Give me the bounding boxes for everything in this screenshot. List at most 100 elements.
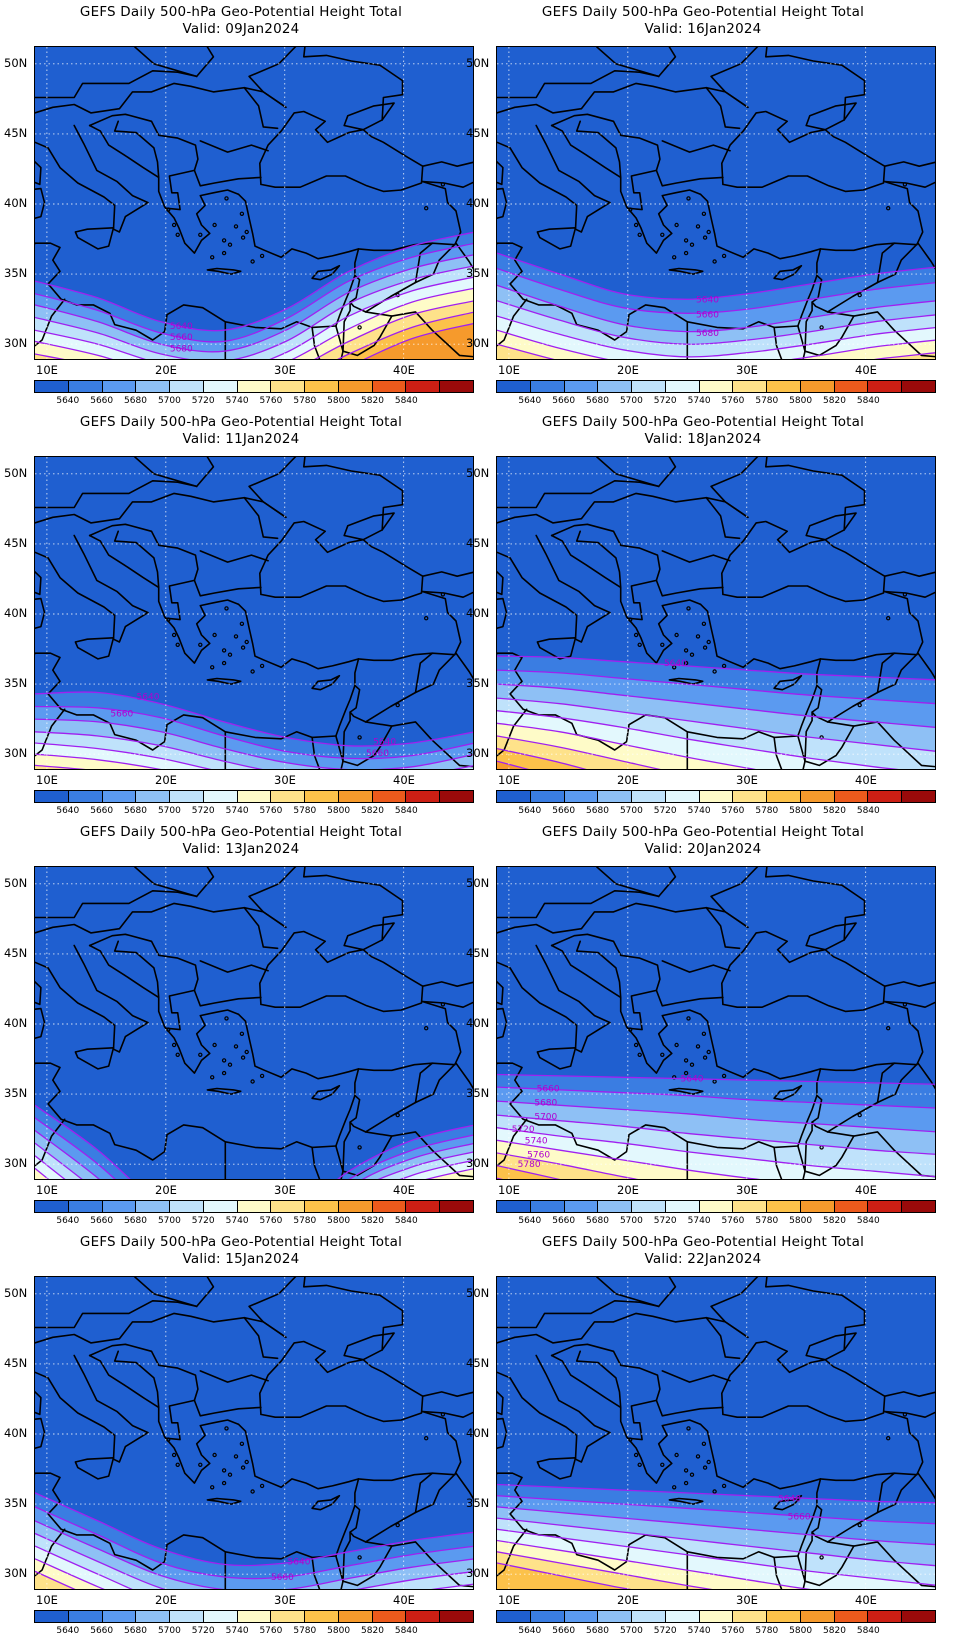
colorbar-swatch [102,1611,137,1622]
lon-tick-label: 40E [855,1183,877,1197]
colorbar-label: 5800 [327,806,351,816]
colorbar-swatch [868,381,903,392]
colorbar-swatch [338,381,373,392]
contour-line-5640 [35,1492,473,1567]
colorbar-label: 5720 [191,1216,215,1226]
colorbar-swatch [530,1611,565,1622]
valid-date: Valid: 11Jan2024 [182,431,300,447]
colorbar [34,790,474,803]
colorbar-label: 5800 [789,806,813,816]
colorbar-label: 5760 [721,806,745,816]
lon-tick-label: 10E [36,773,58,787]
colorbar-label: 5800 [789,1216,813,1226]
height-band-5740 [35,754,158,769]
colorbar-label: 5820 [361,806,384,816]
colorbar-swatch [902,1201,935,1212]
lat-tick-label: 30N [4,1566,28,1580]
colorbar-swatch [733,791,768,802]
contour-line-5660 [35,1506,473,1580]
colorbar-swatch [902,791,935,802]
colorbar-label: 5760 [259,806,283,816]
colorbar-swatch [632,791,666,802]
colorbar-label: 5660 [552,1216,576,1226]
colorbar-label: 5640 [56,396,80,406]
colorbar [34,380,474,393]
colorbar-swatch [530,791,565,802]
contour-label: 5640 [778,1495,801,1505]
colorbar-swatch [632,381,666,392]
lat-tick-label: 45N [466,126,490,140]
colorbar-label: 5680 [586,396,609,406]
lon-tick-label: 10E [498,773,520,787]
contour-line-5680 [497,683,935,728]
contour-line-5720 [497,315,935,358]
lon-tick-label: 30E [736,1183,758,1197]
contour-label: 5640 [681,1075,704,1085]
contour-label: 5780 [518,1160,541,1170]
colorbar-label: 5780 [755,1216,779,1226]
colorbar-swatch [305,381,339,392]
colorbar-label: 5680 [586,1216,609,1226]
forecast-panel: GEFS Daily 500-hPa Geo-Potential Height … [0,410,482,820]
map-plot: 5640 5660 [496,1276,936,1590]
colorbar-swatch [530,1201,565,1212]
colorbar-label: 5800 [327,396,351,406]
colorbar-label: 5680 [124,806,147,816]
colorbar-swatch [203,791,238,802]
colorbar-swatch [68,1611,103,1622]
colorbar-label: 5760 [259,1626,283,1636]
colorbar-swatch [564,1611,599,1622]
forecast-panel: GEFS Daily 500-hPa Geo-Potential Height … [462,410,944,820]
forecast-panel: GEFS Daily 500-hPa Geo-Potential Height … [462,1230,944,1640]
contour-line-5640 [35,691,473,747]
contour-label: 5640 [288,1558,311,1568]
contour-line-5680 [497,284,935,333]
lat-tick-label: 30N [466,1566,490,1580]
panel-title: GEFS Daily 500-hPa Geo-Potential Height … [79,1234,403,1250]
colorbar-label: 5740 [687,806,711,816]
lat-tick-label: 35N [4,676,28,690]
colorbar-label: 5700 [619,806,643,816]
colorbar-swatch [406,1201,441,1212]
contour-label: 5680 [696,329,719,339]
colorbar-label: 5720 [191,396,215,406]
contour-label: 5660 [696,311,719,321]
lat-tick-label: 40N [4,1426,28,1440]
lon-tick-label: 20E [617,1593,639,1607]
colorbar-label: 5680 [586,1626,609,1636]
lat-tick-label: 40N [4,1016,28,1030]
contour-label: 5680 [534,1099,557,1109]
colorbar-label: 5840 [856,1626,880,1636]
colorbar-swatch [868,1611,903,1622]
lat-lon-grid [497,1277,935,1589]
lon-tick-label: 30E [274,1183,296,1197]
coastlines [35,457,473,769]
colorbar-swatch [902,381,935,392]
map-svg: 5640 5660 [497,1277,935,1589]
lat-tick-label: 45N [466,1356,490,1370]
colorbar-swatch [800,1201,835,1212]
contour-line-5700 [497,1517,935,1567]
colorbar-label: 5800 [789,1626,813,1636]
colorbar-label: 5740 [225,1626,249,1636]
coastlines [35,1277,473,1589]
colorbar-swatch [767,1611,801,1622]
colorbar-label: 5660 [90,1626,114,1636]
colorbar-label: 5700 [157,806,181,816]
colorbar-swatch [564,381,599,392]
colorbar-swatch [868,791,903,802]
colorbar-swatch [800,791,835,802]
colorbar [496,1610,936,1623]
contour-line-5760 [497,735,661,769]
colorbar-label: 5780 [293,806,317,816]
colorbar-label: 5840 [856,396,880,406]
lon-tick-label: 40E [393,1183,415,1197]
colorbar-swatch [68,791,103,802]
lon-tick-label: 30E [274,1593,296,1607]
colorbar-label: 5680 [124,1626,147,1636]
contour-line-5800 [363,322,473,359]
contour-label: 5660 [788,1513,811,1523]
colorbar-swatch [665,1201,700,1212]
colorbar-label: 5720 [191,1626,215,1636]
